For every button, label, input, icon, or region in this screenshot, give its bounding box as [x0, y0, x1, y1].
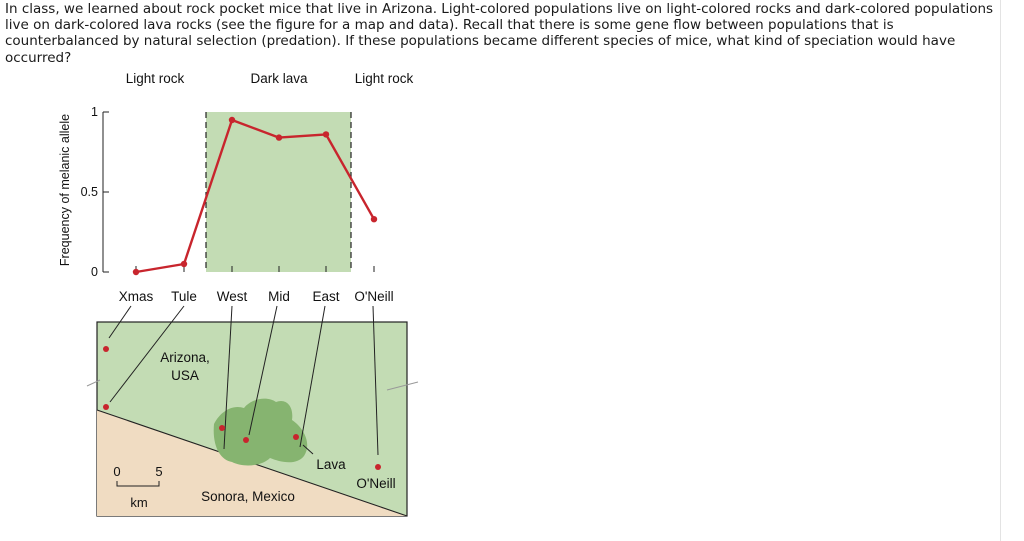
scale-label-km: km — [130, 495, 147, 510]
border-line-ext-left — [86, 379, 101, 387]
site-dot-east — [293, 434, 299, 440]
region-label-light-rock-left: Light rock — [126, 71, 185, 86]
y-tick-label-1: 1 — [91, 105, 98, 119]
map-arrow-line-tule — [109, 305, 185, 403]
map-label-sonora: Sonora, Mexico — [201, 489, 295, 504]
y-tick-label-0-5: 0.5 — [81, 185, 98, 199]
map-arrow-line-oneill — [372, 305, 379, 456]
data-point — [322, 131, 330, 138]
map-label-usa: USA — [171, 368, 199, 383]
y-tick-label-0: 0 — [91, 265, 98, 279]
scale-label-zero: 0 — [113, 464, 120, 479]
x-tick-label: O'Neill — [354, 289, 393, 304]
x-axis-labels: Xmas Tule West Mid East O'Neill — [119, 289, 394, 304]
lava-flow — [213, 398, 308, 466]
x-tick-label: Xmas — [119, 289, 154, 304]
region-label-light-rock-right: Light rock — [355, 71, 414, 86]
scrollbar-track — [1000, 0, 1001, 541]
data-point — [275, 134, 283, 141]
site-dot-xmas — [103, 346, 109, 352]
map-arrow-line-east — [299, 305, 326, 448]
site-dot-mid — [243, 437, 249, 443]
x-tick-label: West — [217, 289, 248, 304]
y-axis-title: Frequency of melanic allele — [58, 114, 72, 266]
x-tick-label: East — [312, 289, 339, 304]
data-point — [228, 116, 236, 124]
map-arrow-line-west — [223, 305, 233, 450]
lava-pointer-line — [302, 444, 314, 455]
map-arrow-line-mid — [248, 305, 278, 436]
region-label-dark-lava: Dark lava — [250, 71, 308, 86]
map-label-oneill: O'Neill — [356, 476, 395, 491]
site-dot-tule — [103, 404, 109, 410]
site-dot-oneill — [375, 464, 381, 470]
data-point — [180, 260, 188, 268]
data-point — [370, 216, 378, 223]
x-tick-label: Mid — [268, 289, 290, 304]
data-point — [132, 268, 140, 276]
border-line-ext-right — [386, 381, 419, 391]
site-dot-west — [219, 425, 225, 431]
x-tick-label: Tule — [171, 289, 197, 304]
map: Arizona, USA Sonora, Mexico Lava O'Neill… — [86, 305, 419, 517]
map-label-lava: Lava — [316, 457, 346, 472]
question-text: In class, we learned about rock pocket m… — [5, 1, 994, 66]
scale-label-five: 5 — [155, 464, 162, 479]
scale-bar — [116, 481, 160, 487]
map-label-arizona: Arizona, — [160, 350, 210, 365]
series-line — [135, 118, 376, 274]
map-arrow-line-xmas — [108, 305, 132, 339]
series-points — [132, 116, 378, 276]
